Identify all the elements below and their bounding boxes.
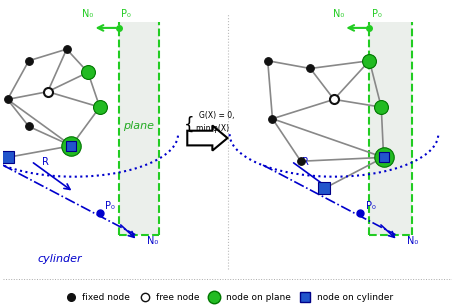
FancyArrow shape bbox=[187, 125, 228, 151]
Text: P₀: P₀ bbox=[366, 201, 375, 211]
Polygon shape bbox=[119, 22, 159, 235]
Text: N₀: N₀ bbox=[333, 9, 344, 19]
Text: R: R bbox=[302, 157, 309, 167]
Text: cylinder: cylinder bbox=[37, 254, 82, 264]
Text: N₀: N₀ bbox=[407, 236, 419, 246]
Text: P₀: P₀ bbox=[372, 9, 382, 19]
Text: R: R bbox=[42, 157, 49, 167]
Text: P₀: P₀ bbox=[121, 9, 131, 19]
Text: P₀: P₀ bbox=[106, 201, 115, 211]
Text: {: { bbox=[184, 116, 195, 134]
Text: G(X) = 0,: G(X) = 0, bbox=[199, 111, 235, 120]
Text: N₀: N₀ bbox=[82, 9, 94, 19]
Legend: fixed node, free node, node on plane, node on cylinder: fixed node, free node, node on plane, no… bbox=[58, 289, 397, 305]
Text: N₀: N₀ bbox=[147, 236, 158, 246]
Text: min φ(X): min φ(X) bbox=[196, 124, 229, 133]
Text: plane: plane bbox=[123, 121, 154, 131]
Polygon shape bbox=[369, 22, 412, 235]
